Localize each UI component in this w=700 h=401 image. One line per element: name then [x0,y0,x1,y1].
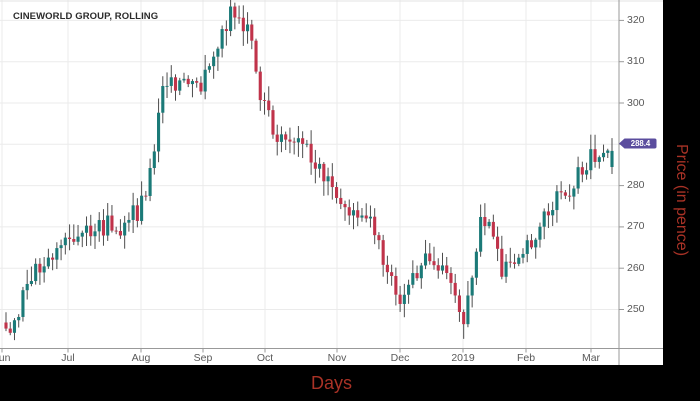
svg-text:288.4: 288.4 [631,139,651,148]
